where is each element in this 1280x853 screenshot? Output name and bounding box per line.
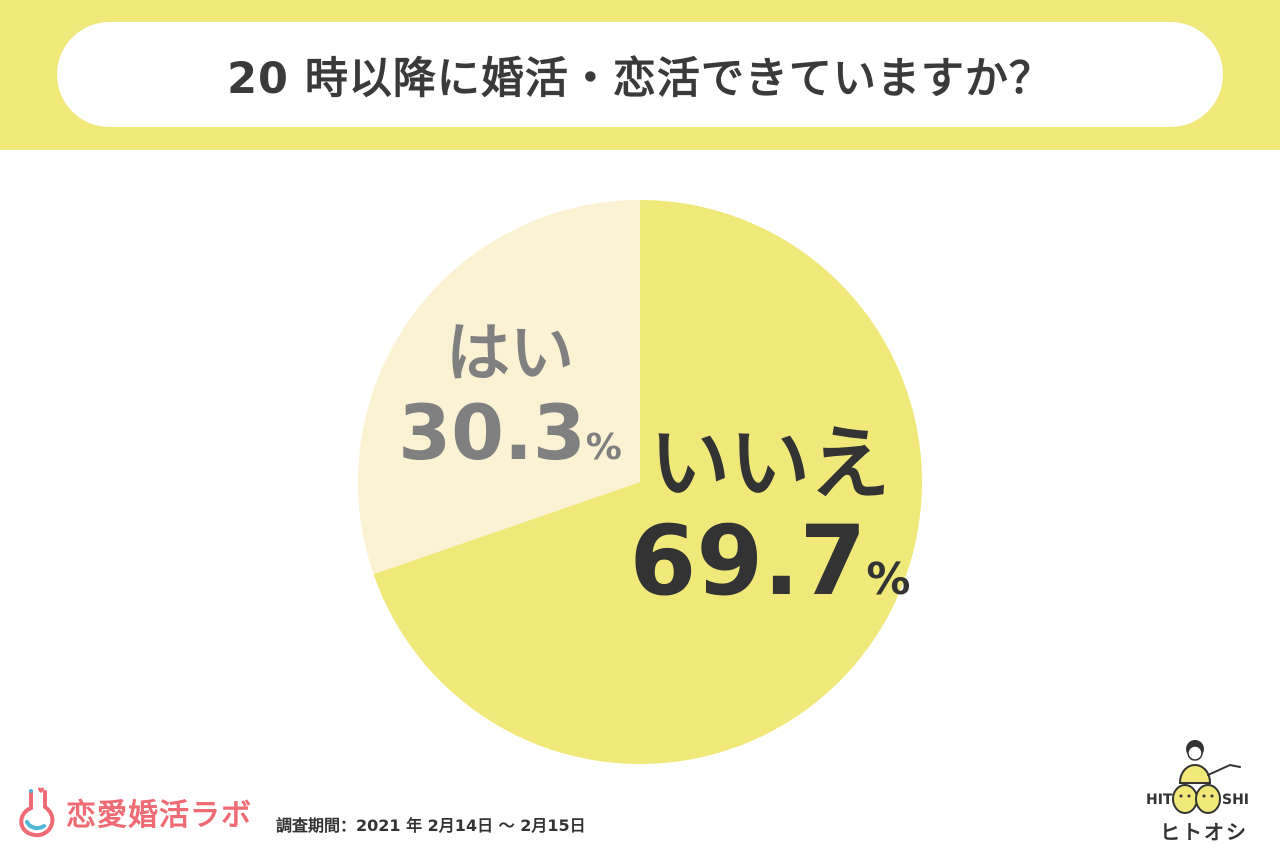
slice-value-iie-unit: %	[866, 554, 911, 605]
slice-value-hai-number: 30.3	[398, 388, 586, 477]
slice-name-iie: いいえ	[650, 417, 890, 510]
survey-period: 調査期間：2021 年 2月14日 ～ 2月15日	[276, 816, 586, 835]
slice-value-hai-unit: %	[585, 427, 622, 468]
slice-value-iie-number: 69.7	[629, 505, 867, 617]
logo-kana: ヒトオシ	[1160, 820, 1248, 844]
header-band: 20 時以降に婚活・恋活できていますか？	[0, 0, 1280, 150]
title-pill: 20 時以降に婚活・恋活できていますか？	[57, 22, 1223, 127]
logo-text-left: HIT	[1146, 792, 1173, 808]
slice-value-hai: 30.3%	[395, 390, 625, 476]
slice-label-iie: いいえ 69.7%	[620, 417, 920, 615]
hitoshi-mascot-logo: HIT SHI	[1146, 740, 1249, 814]
pie-slice-iie	[373, 200, 923, 764]
flask-heart-icon	[19, 787, 55, 838]
brand-name: 恋愛婚活ラボ	[66, 798, 252, 833]
slice-name-hai: はい	[446, 317, 574, 391]
logo-text-right: SHI	[1222, 792, 1249, 808]
slice-label-hai: はい 30.3%	[395, 318, 625, 476]
chart-title: 20 時以降に婚活・恋活できていますか？	[227, 53, 1053, 104]
brand-logo: 恋愛婚活ラボ	[16, 786, 252, 838]
slice-value-iie: 69.7%	[620, 508, 920, 614]
pie-slice-hai	[358, 200, 640, 575]
